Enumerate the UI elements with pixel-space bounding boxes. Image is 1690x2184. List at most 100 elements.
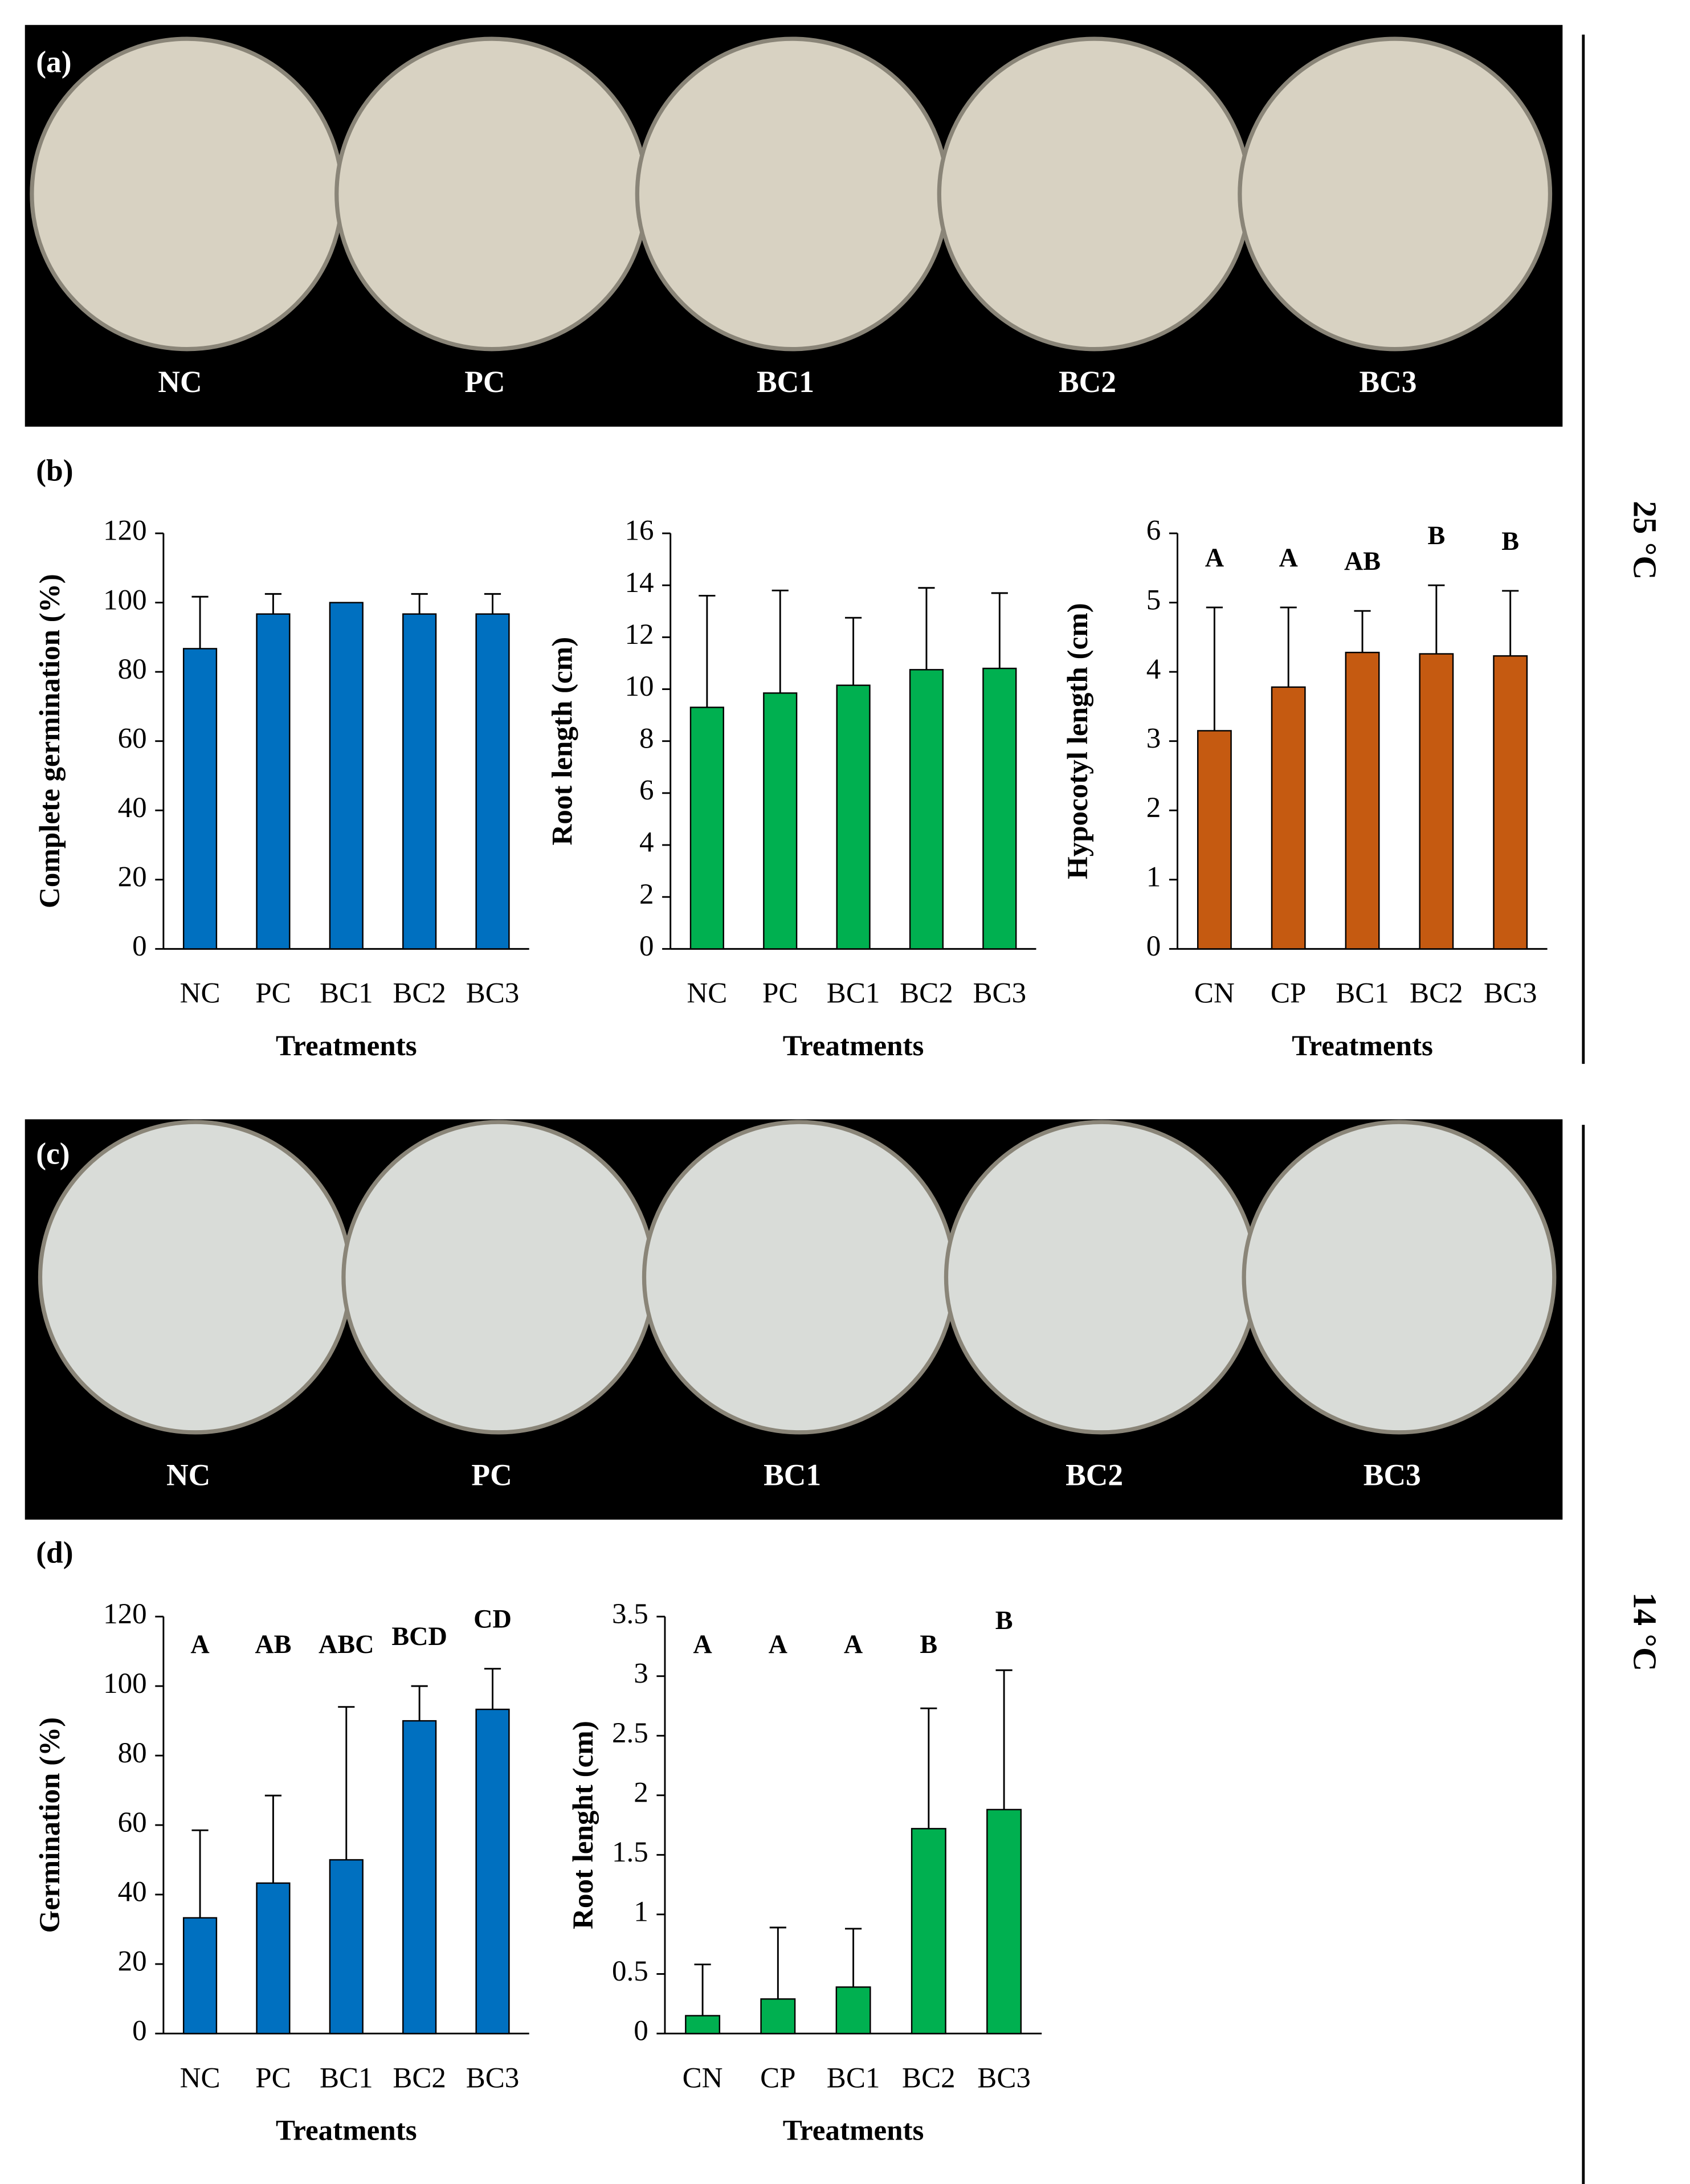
x-tick-label: BC2 — [1410, 978, 1463, 1010]
y-tick-label: 1.5 — [612, 1836, 648, 1868]
error-bar — [338, 1706, 355, 1860]
error-bar — [995, 1669, 1013, 1810]
y-tick-label: 4 — [639, 827, 654, 859]
photo-label: NC — [166, 1458, 210, 1492]
x-tick-label: BC3 — [1484, 978, 1537, 1010]
x-axis-title: Treatments — [783, 2115, 924, 2147]
x-tick-label: NC — [180, 2062, 221, 2094]
x-tick-label: CP — [1271, 978, 1306, 1010]
y-tick-label: 1 — [1146, 862, 1161, 893]
bar — [329, 602, 364, 950]
y-tick-label: 16 — [624, 515, 654, 547]
y-tick-label: 20 — [118, 862, 147, 893]
error-bar — [991, 592, 1008, 669]
error-bar — [845, 617, 862, 685]
bar — [182, 1917, 218, 2035]
y-tick-label: 0 — [1146, 930, 1161, 962]
petri-dish — [635, 36, 950, 352]
bar — [982, 667, 1017, 950]
y-tick-label: 2.5 — [612, 1717, 648, 1749]
bar — [911, 1828, 946, 2035]
significance-letter: AB — [255, 1630, 291, 1659]
y-tick-label: 4 — [1146, 654, 1161, 685]
significance-letter: ABC — [319, 1630, 374, 1659]
photo-label: BC1 — [757, 365, 814, 399]
error-bar — [699, 594, 716, 708]
x-tick-label: PC — [762, 978, 798, 1010]
petri-dish — [937, 36, 1252, 352]
bar — [402, 613, 437, 950]
y-tick-label: 120 — [103, 515, 147, 547]
x-tick-label: BC2 — [900, 978, 953, 1010]
y-tick-label: 20 — [118, 1946, 147, 1978]
x-tick-label: BC1 — [320, 978, 373, 1010]
y-tick-label: 10 — [624, 671, 654, 703]
error-bar — [484, 593, 501, 614]
x-tick-label: BC1 — [827, 2062, 880, 2094]
petri-dish — [944, 1120, 1259, 1435]
x-tick-label: PC — [255, 2062, 291, 2094]
significance-letter: A — [693, 1630, 712, 1659]
y-axis-title: Germination (%) — [34, 1717, 66, 1933]
x-tick-label: BC3 — [977, 2062, 1031, 2094]
petri-dish — [334, 36, 649, 352]
significance-letter: A — [1279, 543, 1299, 572]
error-bar — [1206, 606, 1223, 731]
y-axis-title: Root length (cm) — [547, 637, 579, 846]
significance-letter: B — [995, 1606, 1013, 1635]
y-tick-label: 6 — [1146, 515, 1161, 547]
bar — [1345, 651, 1380, 950]
bar — [256, 613, 291, 950]
error-bar — [918, 587, 935, 670]
y-tick-label: 2 — [634, 1777, 648, 1809]
error-bar — [1428, 584, 1445, 654]
x-tick-label: BC1 — [320, 2062, 373, 2094]
x-tick-label: BC1 — [827, 978, 880, 1010]
error-bar — [845, 1928, 862, 1987]
y-tick-label: 60 — [118, 1807, 147, 1839]
bar — [329, 1859, 364, 2035]
y-tick-label: 100 — [103, 1668, 147, 1700]
x-tick-label: BC3 — [466, 2062, 520, 2094]
y-tick-label: 0 — [132, 2015, 147, 2047]
bar — [836, 684, 871, 950]
error-bar — [484, 1668, 501, 1709]
error-bar — [694, 1963, 711, 2016]
y-tick-label: 40 — [118, 1876, 147, 1908]
x-tick-label: BC2 — [902, 2062, 956, 2094]
y-axis-title: Root lenght (cm) — [568, 1721, 599, 1929]
y-tick-label: 12 — [624, 619, 654, 651]
photo-label: NC — [158, 365, 202, 399]
x-tick-label: PC — [255, 978, 291, 1010]
panel-label: (a) — [36, 45, 71, 79]
petri-dish — [38, 1120, 353, 1435]
panel-label: (b) — [36, 454, 73, 488]
x-axis-title: Treatments — [1292, 1030, 1433, 1062]
significance-letter: B — [1427, 521, 1445, 550]
y-axis-title: Complete germination (%) — [34, 574, 66, 908]
x-tick-label: BC2 — [393, 978, 446, 1010]
photo-label: BC3 — [1360, 365, 1417, 399]
error-bar — [1354, 610, 1371, 653]
photo-label: BC1 — [764, 1458, 821, 1492]
y-tick-label: 14 — [624, 567, 654, 599]
panel-label: (c) — [36, 1136, 70, 1170]
bar — [685, 2015, 721, 2035]
y-tick-label: 100 — [103, 584, 147, 616]
y-tick-label: 5 — [1146, 584, 1161, 616]
error-bar — [771, 589, 789, 693]
x-tick-label: NC — [687, 978, 727, 1010]
y-axis-title: Hypocotyl length (cm) — [1062, 603, 1094, 879]
photo-label: BC2 — [1059, 365, 1116, 399]
bar — [689, 707, 724, 950]
error-bar — [264, 593, 282, 614]
x-tick-label: BC1 — [1336, 978, 1389, 1010]
petri-dish — [341, 1120, 656, 1435]
petri-dish — [642, 1120, 957, 1435]
y-tick-label: 2 — [639, 879, 654, 911]
y-tick-label: 1 — [634, 1896, 648, 1928]
bar — [402, 1720, 437, 2035]
temperature-label: 14 °C — [1627, 1593, 1664, 1671]
y-tick-label: 80 — [118, 1737, 147, 1769]
